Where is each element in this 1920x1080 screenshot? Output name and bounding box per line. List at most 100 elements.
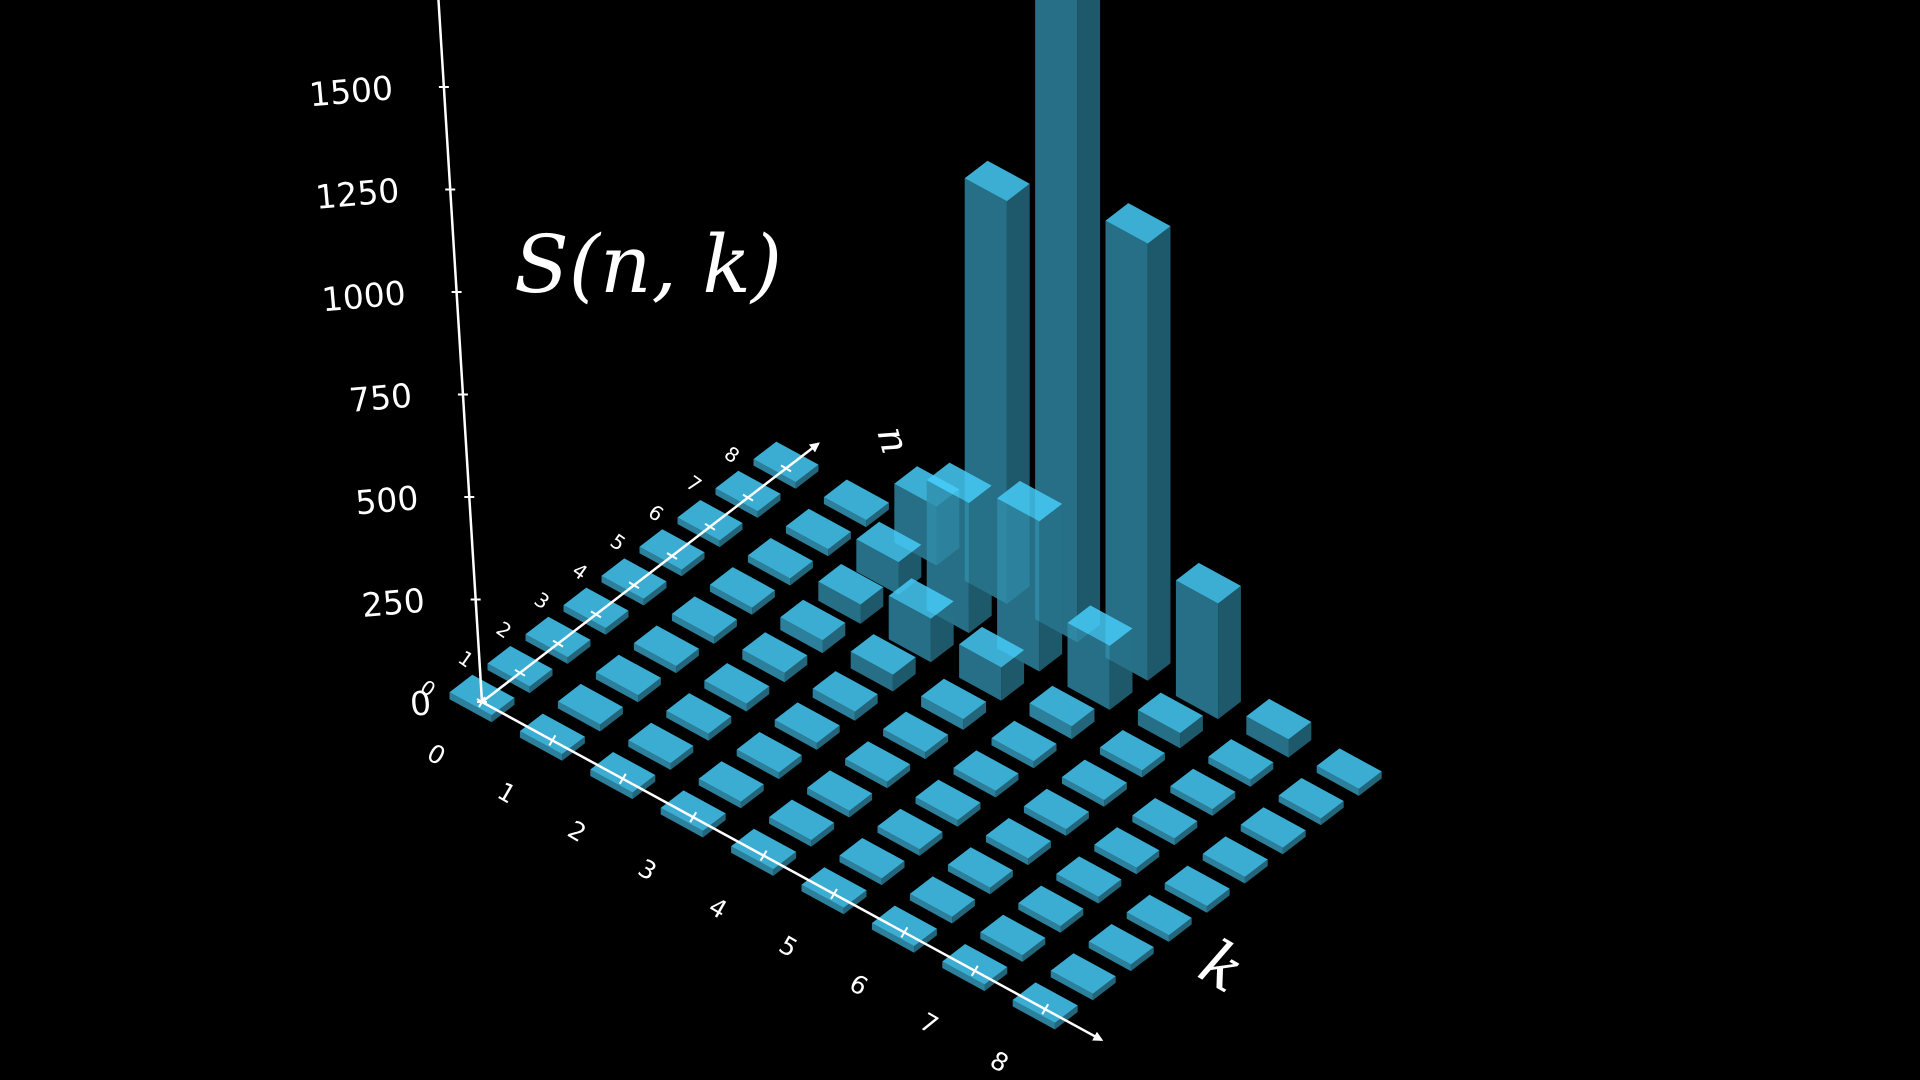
bar-top-face xyxy=(1029,685,1095,727)
bar-front-face xyxy=(997,498,1040,672)
floor-tile-n5-k6 xyxy=(1061,759,1127,807)
n-tick-label: 7 xyxy=(682,470,706,497)
bar-side-face xyxy=(1174,821,1198,846)
floor-tile-n4-k5 xyxy=(953,750,1019,798)
value-tick-label: 0 xyxy=(408,683,432,724)
bar-top-face xyxy=(628,722,694,764)
bar-top-face xyxy=(557,683,623,725)
bar-front-face xyxy=(1164,883,1207,913)
axes xyxy=(437,0,1104,1042)
bar-front-face xyxy=(557,701,601,732)
bar-front-face xyxy=(839,855,882,886)
bar-front-face xyxy=(953,767,996,798)
floor-tile-n0-k5 xyxy=(801,867,867,915)
bar-top-face xyxy=(921,678,987,720)
bar-front-face xyxy=(1126,912,1169,942)
bar-top-face xyxy=(959,626,1025,668)
floor-tile-n7-k8 xyxy=(1278,778,1344,826)
n-tick-mark xyxy=(666,552,678,560)
bar-front-face xyxy=(1088,941,1131,972)
bar-n7-k5 xyxy=(1067,605,1133,710)
bar-side-face xyxy=(963,701,987,730)
k-tick-label: 1 xyxy=(493,777,521,810)
bar-top-face xyxy=(639,529,705,570)
n-tick-label: 2 xyxy=(492,616,516,643)
bar-top-face xyxy=(1240,807,1306,848)
bar-side-face xyxy=(676,648,699,674)
floor-tile-n3-k3 xyxy=(774,702,840,750)
k-tick-label: 8 xyxy=(985,1045,1013,1078)
bar-top-face xyxy=(1132,798,1198,839)
bar-side-face xyxy=(843,890,867,915)
bar-front-face xyxy=(877,826,920,856)
bar-side-face xyxy=(1098,879,1122,904)
floor-tiles xyxy=(449,441,1382,1030)
bar-top-face xyxy=(753,441,819,483)
bar-top-face xyxy=(801,867,867,908)
bar-top-face xyxy=(595,654,661,696)
bar-top-face xyxy=(785,508,851,550)
bar-front-face xyxy=(1061,777,1105,807)
bar-side-face xyxy=(1001,650,1025,701)
bar-side-face xyxy=(1054,1005,1078,1030)
bar-side-face xyxy=(605,610,629,635)
floor-tile-n3-k0 xyxy=(563,587,629,635)
bar-side-face xyxy=(632,775,656,800)
bar-front-face xyxy=(487,663,530,694)
bar-front-face xyxy=(1023,806,1067,836)
bar-side-face xyxy=(638,677,661,703)
bar-side-face xyxy=(860,587,884,624)
floor-tile-n3-k1 xyxy=(633,625,699,674)
k-tick-mark xyxy=(689,811,698,823)
bar-side-face xyxy=(529,669,553,694)
bar-top-face xyxy=(1067,605,1133,646)
bar-front-face xyxy=(780,617,823,654)
bar-top-face xyxy=(633,625,699,667)
chart-title: S(n, k) xyxy=(514,218,782,311)
bar-top-face xyxy=(1316,748,1382,789)
bar-front-face xyxy=(525,634,568,664)
bar-front-face xyxy=(1278,795,1321,826)
bar-front-face xyxy=(601,575,644,606)
bar-front-face xyxy=(812,688,855,721)
bar-top-face xyxy=(1099,730,1165,771)
bar-top-face xyxy=(1137,692,1203,734)
bar-top-face xyxy=(964,160,1030,202)
bar-front-face xyxy=(888,595,931,663)
bar-side-face xyxy=(849,793,873,818)
floor-tile-n5-k2 xyxy=(780,599,846,654)
bar-top-face xyxy=(1061,759,1127,801)
bar-side-face xyxy=(930,601,954,663)
bar-front-face xyxy=(1056,873,1099,904)
bar-front-face xyxy=(774,719,817,750)
bar-side-face xyxy=(1130,947,1154,972)
bar-top-face xyxy=(1105,203,1171,244)
floor-tile-n1-k7 xyxy=(980,914,1046,962)
bar-front-face xyxy=(709,584,753,615)
bar-top-face xyxy=(953,750,1019,791)
value-tick-label: 250 xyxy=(360,581,426,625)
bar-front-face xyxy=(704,680,747,712)
bar-side-face xyxy=(752,590,775,615)
bar-front-face xyxy=(1012,999,1055,1030)
bar-side-face xyxy=(1142,753,1165,778)
floor-tile-n7-k1 xyxy=(785,508,851,557)
bar-top-face xyxy=(1023,788,1089,830)
bar-front-face xyxy=(449,692,492,723)
n-tick-label: 6 xyxy=(644,500,668,527)
n-tick-label: 8 xyxy=(720,441,744,468)
bar-front-face xyxy=(915,797,958,827)
bar-front-face xyxy=(1132,815,1175,846)
floor-tile-n1-k5 xyxy=(839,838,905,886)
bar-side-face xyxy=(1147,226,1171,681)
bar-side-face xyxy=(1077,0,1101,643)
bar-top-face xyxy=(823,479,889,521)
bar-top-face xyxy=(715,470,781,512)
bar-front-face xyxy=(715,488,758,518)
n-tick-mark xyxy=(552,639,564,648)
bar-top-face xyxy=(666,693,732,734)
n-tick-label: 5 xyxy=(606,529,630,556)
bar-top-face xyxy=(883,711,949,753)
bar-top-face xyxy=(807,770,873,811)
bar-side-face xyxy=(757,493,781,518)
